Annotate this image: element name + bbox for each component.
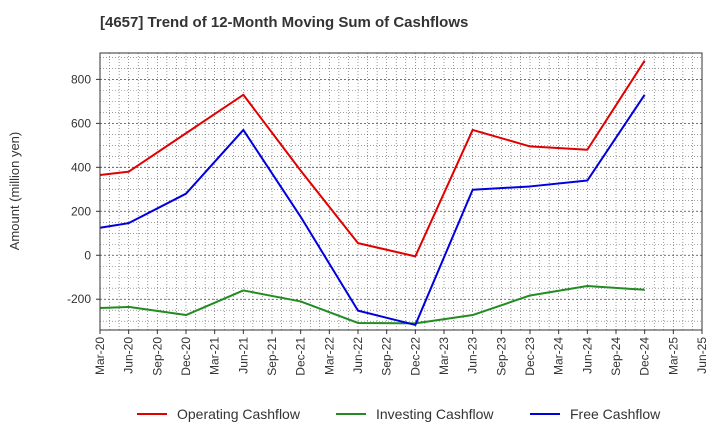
x-axis: Mar-20 Jun-20 Sep-20 Dec-20 Mar-21 Jun-21 Sep-…: [93, 330, 709, 376]
x-tick-label: Sep-21: [265, 337, 279, 376]
x-tick-label: Sep-23: [494, 337, 508, 376]
series-line-investing-cashflow: [99, 285, 645, 325]
series-line-free-cashflow: [99, 94, 646, 326]
legend-label-investing-cashflow: Investing Cashflow: [376, 406, 494, 422]
y-tick-label: 600: [71, 116, 91, 130]
x-tick-label: Mar-24: [552, 337, 566, 375]
x-tick-label: Sep-20: [150, 337, 164, 376]
x-tick-label: Dec-21: [294, 337, 308, 376]
x-tick-label: Jun-23: [466, 337, 480, 374]
x-tick-label: Dec-24: [638, 337, 652, 376]
x-tick-label: Sep-24: [609, 337, 623, 376]
y-tick-label: 400: [71, 160, 91, 174]
series-lines: [99, 60, 646, 326]
x-tick-label: Dec-22: [408, 337, 422, 376]
legend-label-operating-cashflow: Operating Cashflow: [177, 406, 301, 422]
x-tick-label: Dec-20: [179, 337, 193, 376]
x-tick-label: Mar-20: [93, 337, 107, 375]
x-tick-label: Jun-22: [351, 337, 365, 374]
y-axis-title: Amount (million yen): [7, 132, 22, 251]
legend: Operating Cashflow Investing Cashflow Free…: [137, 406, 661, 422]
y-tick-label: 200: [71, 204, 91, 218]
x-tick-label: Jun-25: [695, 337, 709, 374]
y-tick-label: -200: [67, 292, 91, 306]
y-tick-label: 800: [71, 72, 91, 86]
y-tick-label: 0: [84, 248, 91, 262]
x-tick-label: Dec-23: [523, 337, 537, 376]
x-tick-label: Mar-22: [322, 337, 336, 375]
y-axis: -200 0 200 400 600 800: [67, 72, 100, 306]
plot-background: [100, 53, 702, 330]
x-tick-label: Jun-24: [580, 337, 594, 374]
x-tick-label: Jun-20: [122, 337, 136, 374]
chart-title: [4657] Trend of 12-Month Moving Sum of C…: [100, 14, 469, 31]
legend-label-free-cashflow: Free Cashflow: [570, 406, 661, 422]
plot-frame: [99, 52, 703, 331]
x-tick-label: Sep-22: [380, 337, 394, 376]
x-tick-label: Mar-21: [208, 337, 222, 375]
x-tick-label: Mar-25: [666, 337, 680, 375]
x-tick-label: Jun-21: [236, 337, 250, 374]
x-tick-label: Mar-23: [437, 337, 451, 375]
series-line-operating-cashflow: [99, 60, 646, 258]
